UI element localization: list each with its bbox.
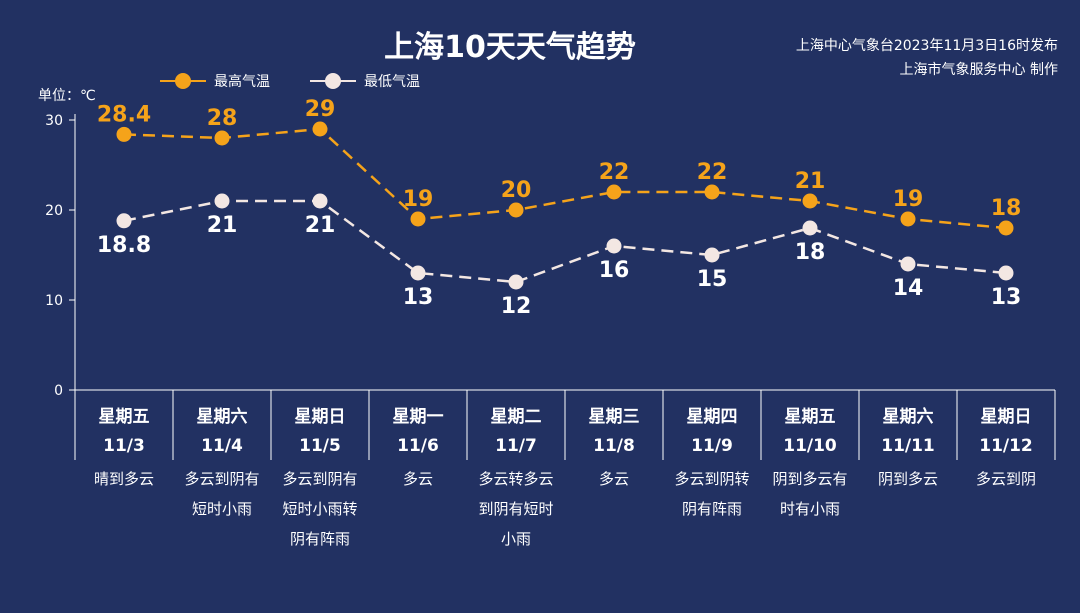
data-point-high — [312, 121, 328, 137]
data-label-high: 22 — [697, 160, 728, 185]
chart-title: 上海10天天气趋势 — [384, 30, 636, 65]
day-weather-label: 到阴有短时 — [478, 500, 553, 518]
data-point-low — [606, 238, 622, 254]
data-label-low: 13 — [403, 285, 434, 310]
day-weather-label: 多云 — [403, 470, 433, 488]
data-point-high — [116, 126, 132, 142]
day-weather-label: 多云到阴转 — [674, 470, 749, 488]
data-point-low — [704, 247, 720, 263]
data-point-high — [998, 220, 1014, 236]
data-point-low — [410, 265, 426, 281]
y-tick-label: 20 — [45, 203, 63, 219]
data-label-low: 12 — [501, 294, 532, 319]
day-date-label: 11/11 — [881, 436, 935, 456]
day-weather-label: 阴到多云有 — [772, 470, 847, 488]
data-label-low: 21 — [305, 213, 336, 238]
data-point-high — [900, 211, 916, 227]
data-label-low: 14 — [893, 276, 924, 301]
data-label-high: 20 — [501, 178, 532, 203]
data-point-high — [802, 193, 818, 209]
day-weather-label: 多云 — [599, 470, 629, 488]
y-tick-label: 10 — [45, 293, 63, 309]
day-date-label: 11/9 — [691, 436, 733, 456]
day-weather-label: 阴有阵雨 — [682, 500, 742, 518]
issuer-line-1: 上海中心气象台2023年11月3日16时发布 — [795, 38, 1058, 54]
data-point-high — [410, 211, 426, 227]
data-point-high — [508, 202, 524, 218]
day-weather-label: 阴到多云 — [878, 470, 938, 488]
day-date-label: 11/5 — [299, 436, 341, 456]
data-label-low: 15 — [697, 267, 728, 292]
data-label-low: 16 — [599, 258, 630, 283]
data-point-low — [802, 220, 818, 236]
day-weekday-label: 星期四 — [687, 407, 738, 427]
data-label-high: 19 — [893, 187, 924, 212]
day-weather-label: 多云到阴有 — [184, 470, 259, 488]
y-axis-unit-label: 单位：℃ — [38, 88, 96, 104]
day-weather-label: 短时小雨 — [192, 500, 252, 518]
legend-label-low: 最低气温 — [364, 74, 420, 90]
data-label-high: 21 — [795, 169, 826, 194]
data-label-high: 18 — [991, 196, 1022, 221]
day-weekday-label: 星期日 — [981, 407, 1032, 427]
day-weather-label: 多云转多云 — [478, 470, 553, 488]
day-date-label: 11/4 — [201, 436, 243, 456]
data-point-low — [312, 193, 328, 209]
data-label-low: 18.8 — [97, 233, 151, 258]
day-weather-label: 多云到阴有 — [282, 470, 357, 488]
day-weekday-label: 星期三 — [589, 407, 640, 427]
data-point-high — [704, 184, 720, 200]
day-date-label: 11/6 — [397, 436, 439, 456]
legend-swatch-high — [160, 72, 206, 90]
data-label-high: 28 — [207, 106, 238, 131]
data-label-low: 21 — [207, 213, 238, 238]
issuer-info: 上海中心气象台2023年11月3日16时发布 上海市气象服务中心 制作 — [796, 34, 1058, 82]
day-weekday-label: 星期六 — [883, 406, 934, 427]
day-date-label: 11/8 — [593, 436, 635, 456]
data-point-low — [900, 256, 916, 272]
data-point-high — [606, 184, 622, 200]
day-weather-label: 短时小雨转 — [282, 500, 357, 518]
day-date-label: 11/10 — [783, 436, 837, 456]
legend: 最高气温 最低气温 — [160, 71, 460, 91]
issuer-line-2: 上海市气象服务中心 制作 — [899, 62, 1058, 78]
data-point-low — [508, 274, 524, 290]
day-weekday-label: 星期五 — [99, 407, 150, 427]
day-weather-label: 阴有阵雨 — [290, 530, 350, 548]
data-point-low — [214, 193, 230, 209]
legend-swatch-low — [310, 72, 356, 90]
day-weather-label: 小雨 — [501, 530, 531, 548]
day-weekday-label: 星期二 — [491, 407, 542, 427]
day-weekday-label: 星期五 — [785, 407, 836, 427]
day-date-label: 11/7 — [495, 436, 537, 456]
day-date-label: 11/3 — [103, 436, 145, 456]
data-label-low: 18 — [795, 240, 826, 265]
legend-label-high: 最高气温 — [214, 74, 270, 90]
legend-item-low: 最低气温 — [310, 71, 420, 91]
day-date-label: 11/12 — [979, 436, 1033, 456]
data-point-low — [116, 213, 132, 229]
day-weather-label: 晴到多云 — [94, 470, 154, 488]
data-point-low — [998, 265, 1014, 281]
day-weekday-label: 星期一 — [393, 407, 444, 427]
y-tick-label: 30 — [45, 113, 63, 129]
day-weather-label: 时有小雨 — [780, 500, 840, 518]
day-weather-label: 多云到阴 — [976, 470, 1036, 488]
data-point-high — [214, 130, 230, 146]
data-label-low: 13 — [991, 285, 1022, 310]
data-label-high: 19 — [403, 187, 434, 212]
legend-item-high: 最高气温 — [160, 71, 270, 91]
day-weekday-label: 星期日 — [295, 407, 346, 427]
data-label-high: 28.4 — [97, 102, 151, 127]
data-label-high: 29 — [305, 97, 336, 122]
data-label-high: 22 — [599, 160, 630, 185]
day-weekday-label: 星期六 — [197, 406, 248, 427]
y-tick-label: 0 — [54, 383, 63, 399]
series-line-high — [123, 127, 1007, 230]
